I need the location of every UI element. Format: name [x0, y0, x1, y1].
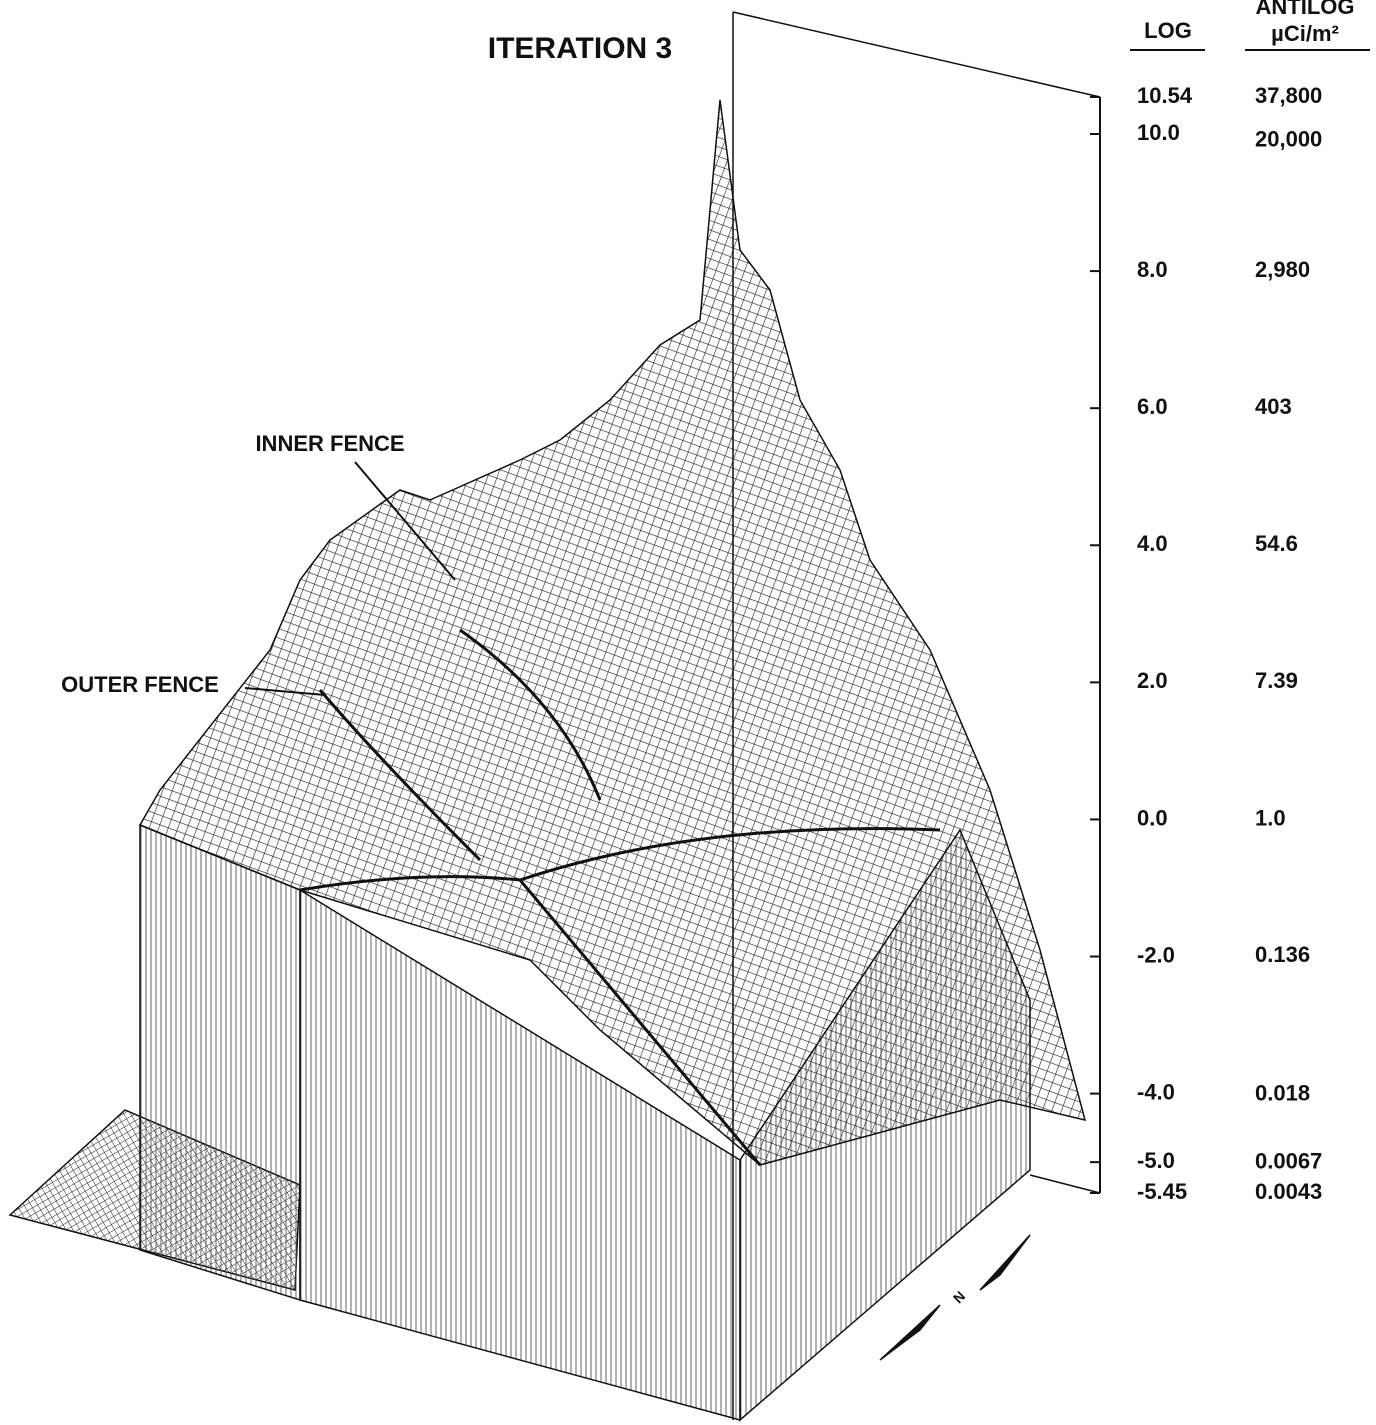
y-tick-label: 8.0	[1137, 257, 1168, 282]
y-tick-label: -5.45	[1137, 1179, 1187, 1204]
y2-tick-label: 37,800	[1255, 83, 1322, 108]
y-tick-label: 0.0	[1137, 805, 1168, 830]
annotation: INNER FENCE	[255, 431, 404, 456]
chart-title: ITERATION 3	[488, 32, 672, 65]
y2-tick-label: 0.0043	[1255, 1179, 1322, 1204]
y2-tick-label: 1.0	[1255, 805, 1286, 830]
y-tick-label: 6.0	[1137, 394, 1168, 419]
y-tick-label: 2.0	[1137, 668, 1168, 693]
y2-tick-label: 403	[1255, 394, 1292, 419]
y2-tick-label: 2,980	[1255, 257, 1310, 282]
y-tick-label: -5.0	[1137, 1148, 1175, 1173]
y-tick-label: -4.0	[1137, 1079, 1175, 1104]
y2-tick-label: 54.6	[1255, 531, 1298, 556]
y2-tick-label: 0.018	[1255, 1081, 1310, 1106]
y-tick-label: 10.54	[1137, 83, 1193, 108]
chart: ITERATION 3 LOG ANTILOG µCi/m² INNER FEN…	[0, 0, 1376, 1425]
surface	[10, 12, 1100, 1420]
y2-axis-unit: µCi/m²	[1271, 21, 1339, 46]
y2-tick-label: 0.0067	[1255, 1148, 1322, 1173]
y-tick-label: 10.0	[1137, 120, 1180, 145]
y-axis-title: LOG	[1144, 18, 1192, 43]
y-tick-label: 4.0	[1137, 531, 1168, 556]
y2-tick-label: 0.136	[1255, 942, 1310, 967]
y-tick-label: -2.0	[1137, 942, 1175, 967]
y2-tick-label: 20,000	[1255, 126, 1322, 151]
y2-axis-title: ANTILOG	[1256, 0, 1355, 19]
annotation: OUTER FENCE	[61, 672, 219, 697]
y2-tick-label: 7.39	[1255, 668, 1298, 693]
north-label: N	[950, 1288, 968, 1306]
